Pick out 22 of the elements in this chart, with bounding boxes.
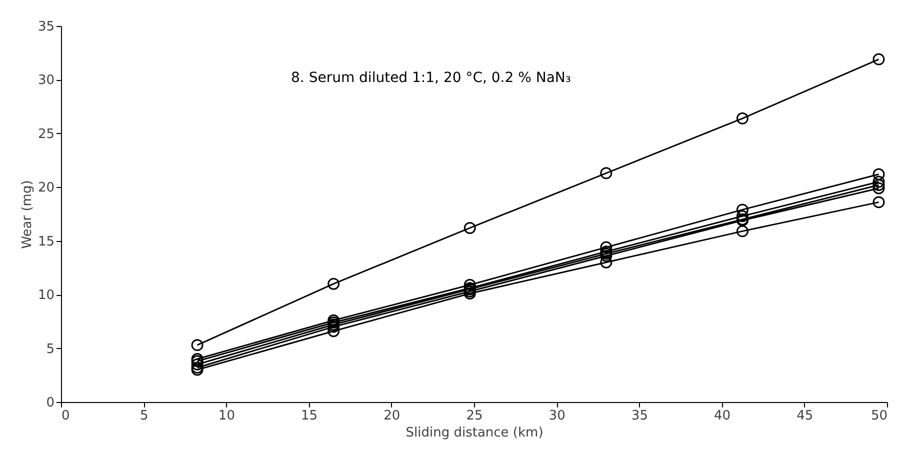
y-tick-label: 25	[38, 126, 54, 142]
annotation: 8. Serum diluted 1:1, 20 °C, 0.2 % NaN₃	[291, 70, 571, 86]
y-tick-label: 5	[46, 342, 54, 357]
x-axis-title: Sliding distance (km)	[406, 426, 544, 440]
x-tick-label: 45	[796, 408, 814, 424]
x-tick-label: 40	[714, 408, 731, 424]
x-tick-label: 25	[466, 408, 483, 424]
x-tick-label: 50	[870, 408, 888, 424]
x-tick-label: 0	[62, 408, 70, 424]
y-tick-label: 35	[38, 20, 54, 34]
y-tick-label: 30	[38, 73, 54, 88]
y-tick-label: 15	[38, 234, 54, 250]
x-tick-label: 5	[140, 408, 148, 424]
x-tick-label: 15	[301, 408, 318, 424]
y-tick-label: 10	[38, 288, 54, 304]
y-tick-label: 0	[46, 396, 54, 410]
x-tick-label: 20	[384, 408, 400, 424]
y-tick-label: 20	[38, 180, 54, 196]
x-tick-label: 10	[218, 408, 235, 424]
y-axis-title: Wear (mg)	[20, 180, 35, 249]
x-tick-label: 30	[548, 408, 566, 424]
x-tick-label: 35	[631, 408, 648, 424]
